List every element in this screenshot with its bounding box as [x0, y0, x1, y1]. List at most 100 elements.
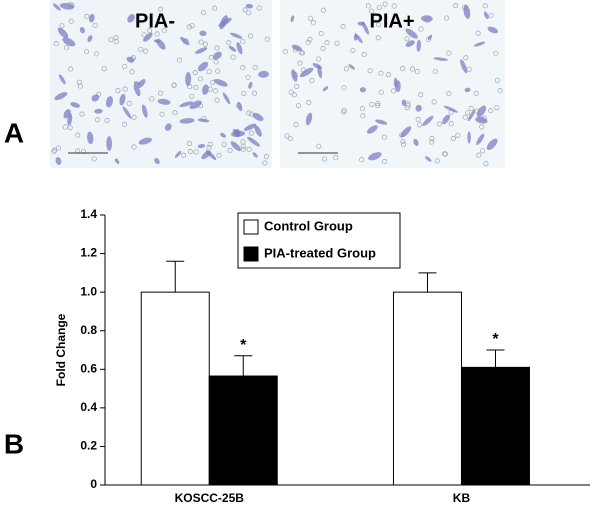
debris: [340, 24, 346, 30]
cell: [79, 26, 85, 34]
cell: [421, 15, 433, 22]
debris: [381, 134, 387, 140]
cell: [486, 138, 498, 150]
debris: [154, 31, 160, 37]
debris: [94, 117, 100, 123]
cell: [252, 152, 258, 158]
debris: [131, 144, 137, 150]
cell: [400, 126, 412, 138]
debris: [376, 5, 382, 11]
debris: [341, 85, 347, 91]
debris: [382, 1, 388, 7]
debris: [488, 13, 494, 19]
debris: [63, 45, 70, 51]
debris: [429, 136, 435, 142]
debris: [293, 122, 299, 128]
cell: [291, 69, 298, 82]
debris: [226, 40, 232, 46]
debris: [494, 105, 500, 111]
debris: [193, 84, 199, 91]
legend-swatch: [243, 246, 259, 262]
cell: [243, 123, 257, 131]
cell: [487, 26, 499, 34]
x-tick-label: KB: [453, 491, 471, 505]
cell: [87, 35, 93, 42]
debris: [284, 133, 290, 139]
debris: [91, 156, 97, 162]
cell: [464, 87, 471, 93]
debris: [215, 68, 221, 74]
cell: [213, 79, 228, 87]
debris: [415, 116, 421, 123]
cell: [222, 92, 231, 105]
cell: [473, 41, 486, 47]
cell: [70, 102, 81, 108]
cell: [212, 51, 222, 60]
cell: [236, 42, 243, 55]
debris: [108, 37, 114, 43]
debris: [446, 91, 452, 97]
debris: [321, 156, 327, 162]
cell: [401, 99, 407, 107]
debris: [409, 66, 416, 72]
debris: [382, 159, 388, 165]
debris: [400, 142, 407, 148]
debris: [483, 161, 489, 167]
debris: [400, 139, 406, 145]
debris: [131, 114, 137, 120]
cell: [476, 133, 485, 146]
debris: [62, 124, 68, 130]
debris: [385, 72, 391, 78]
debris: [446, 50, 452, 56]
debris: [324, 40, 330, 46]
cell: [62, 37, 76, 47]
debris: [434, 158, 440, 164]
debris: [365, 3, 372, 9]
debris: [343, 66, 349, 72]
cell: [55, 156, 62, 165]
cell: [154, 157, 160, 165]
debris: [305, 39, 311, 45]
debris: [246, 146, 252, 152]
cell: [57, 27, 69, 39]
debris: [375, 101, 381, 107]
debris: [297, 60, 303, 66]
debris: [414, 69, 420, 75]
bar: [208, 375, 278, 486]
cell: [361, 21, 370, 35]
cell: [137, 79, 146, 89]
debris: [241, 90, 247, 96]
debris: [375, 35, 381, 41]
image-label: PIA+: [369, 10, 414, 32]
cell: [197, 61, 209, 72]
debris: [432, 68, 438, 74]
debris: [375, 103, 381, 109]
debris: [177, 57, 183, 63]
panel-label: A: [4, 117, 24, 148]
debris: [59, 23, 65, 29]
debris: [418, 92, 424, 98]
cell: [248, 81, 253, 89]
debris: [203, 41, 209, 47]
debris: [158, 6, 164, 12]
cell: [119, 93, 126, 106]
debris: [264, 36, 270, 42]
debris: [288, 89, 294, 95]
cell: [375, 119, 388, 125]
debris: [307, 36, 313, 43]
debris: [213, 88, 219, 94]
debris: [309, 78, 315, 84]
debris: [316, 143, 322, 149]
debris: [320, 7, 326, 13]
debris: [75, 132, 81, 138]
debris: [189, 23, 195, 29]
cell: [138, 137, 152, 145]
debris: [462, 114, 468, 120]
debris: [473, 90, 479, 96]
debris: [453, 2, 459, 9]
debris: [416, 122, 423, 128]
cell: [185, 71, 192, 87]
cell: [88, 13, 95, 23]
cell: [235, 128, 241, 137]
cell: [126, 56, 135, 63]
